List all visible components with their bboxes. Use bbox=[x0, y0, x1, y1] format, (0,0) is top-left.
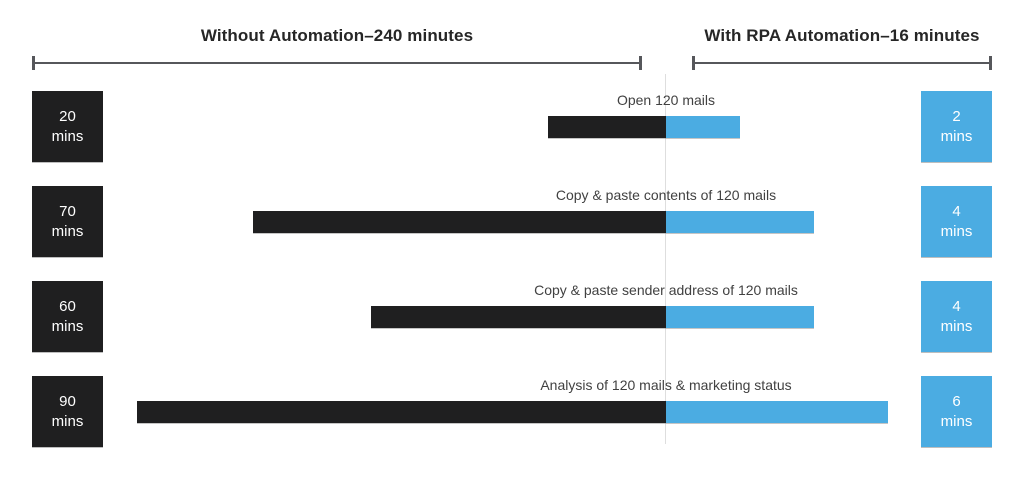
rpa-minutes-box: 4 mins bbox=[921, 186, 992, 257]
rpa-minutes-box: 4 mins bbox=[921, 281, 992, 352]
task-row: 90 mins Analysis of 120 mails & marketin… bbox=[0, 376, 1024, 447]
bracket-tick-icon bbox=[989, 56, 992, 70]
rpa-minutes-value: 6 bbox=[952, 392, 961, 410]
task-label: Copy & paste contents of 120 mails bbox=[555, 187, 777, 203]
task-label: Analysis of 120 mails & marketing status bbox=[540, 377, 792, 393]
rpa-minutes-unit: mins bbox=[940, 317, 973, 335]
rpa-minutes-value: 4 bbox=[952, 297, 961, 315]
rpa-minutes-unit: mins bbox=[940, 127, 973, 145]
center-divider-line bbox=[665, 74, 666, 444]
bracket-line bbox=[693, 62, 991, 64]
manual-time-bar bbox=[371, 306, 666, 328]
manual-minutes-box: 90 mins bbox=[32, 376, 103, 447]
manual-time-bar bbox=[253, 211, 666, 233]
manual-minutes-unit: mins bbox=[51, 317, 84, 335]
manual-minutes-value: 20 bbox=[59, 107, 76, 125]
task-row: 70 mins Copy & paste contents of 120 mai… bbox=[0, 186, 1024, 257]
manual-time-bar bbox=[548, 116, 666, 138]
task-label: Open 120 mails bbox=[616, 92, 716, 108]
bracket-line bbox=[33, 62, 641, 64]
rpa-time-bar bbox=[666, 116, 740, 138]
rpa-minutes-box: 6 mins bbox=[921, 376, 992, 447]
manual-minutes-box: 60 mins bbox=[32, 281, 103, 352]
with-rpa-bracket bbox=[692, 56, 992, 70]
manual-time-bar bbox=[137, 401, 666, 423]
manual-minutes-box: 70 mins bbox=[32, 186, 103, 257]
without-automation-title: Without Automation–240 minutes bbox=[200, 26, 474, 45]
bracket-tick-icon bbox=[639, 56, 642, 70]
task-row: 20 mins Open 120 mails 2 mins bbox=[0, 91, 1024, 162]
manual-minutes-unit: mins bbox=[51, 412, 84, 430]
manual-minutes-box: 20 mins bbox=[32, 91, 103, 162]
rpa-time-bar bbox=[666, 306, 814, 328]
manual-minutes-value: 90 bbox=[59, 392, 76, 410]
manual-minutes-value: 70 bbox=[59, 202, 76, 220]
without-automation-bracket bbox=[32, 56, 642, 70]
manual-minutes-unit: mins bbox=[51, 127, 84, 145]
rpa-minutes-value: 2 bbox=[952, 107, 961, 125]
rpa-minutes-value: 4 bbox=[952, 202, 961, 220]
manual-minutes-unit: mins bbox=[51, 222, 84, 240]
task-row: 60 mins Copy & paste sender address of 1… bbox=[0, 281, 1024, 352]
with-rpa-automation-title: With RPA Automation–16 minutes bbox=[704, 26, 980, 45]
manual-minutes-value: 60 bbox=[59, 297, 76, 315]
rpa-time-bar bbox=[666, 211, 814, 233]
rpa-minutes-unit: mins bbox=[940, 412, 973, 430]
rpa-minutes-box: 2 mins bbox=[921, 91, 992, 162]
task-label: Copy & paste sender address of 120 mails bbox=[534, 282, 798, 298]
rpa-minutes-unit: mins bbox=[940, 222, 973, 240]
rpa-time-bar bbox=[666, 401, 888, 423]
